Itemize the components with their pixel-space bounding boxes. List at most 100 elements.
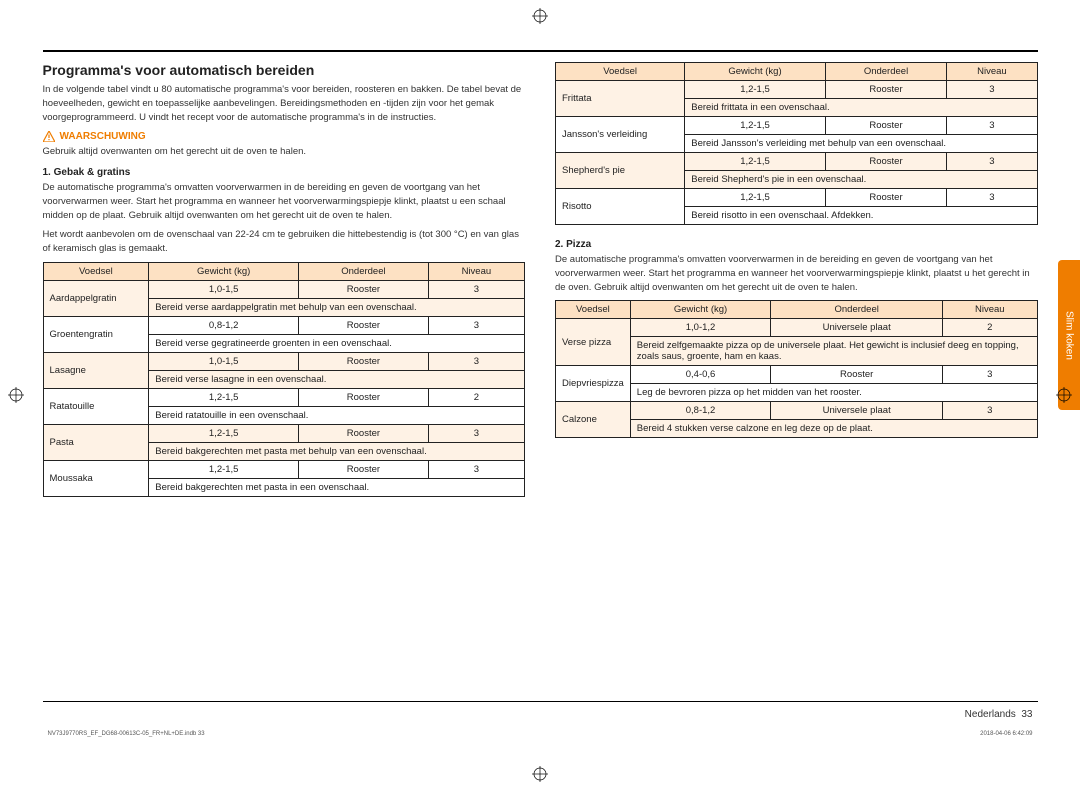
footer-page: 33	[1021, 709, 1032, 720]
manual-page: Programma's voor automatisch bereiden In…	[43, 50, 1038, 740]
part-cell: Rooster	[299, 316, 429, 334]
level-cell: 3	[947, 153, 1037, 171]
weight-cell: 1,2-1,5	[149, 388, 299, 406]
food-name: Moussaka	[43, 460, 149, 496]
table-row: Aardappelgratin1,0-1,5Rooster3	[43, 280, 525, 298]
footer-lang: Nederlands	[965, 709, 1016, 720]
desc-cell: Bereid risotto in een ovenschaal. Afdekk…	[685, 207, 1037, 225]
food-name: Aardappelgratin	[43, 280, 149, 316]
table-row: Groentengratin0,8-1,2Rooster3	[43, 316, 525, 334]
table-row: Verse pizza1,0-1,2Universele plaat2	[556, 319, 1038, 337]
col-header: Niveau	[947, 63, 1037, 81]
weight-cell: 1,2-1,5	[685, 81, 826, 99]
food-name: Risotto	[556, 189, 685, 225]
desc-cell: Bereid bakgerechten met pasta in een ove…	[149, 478, 525, 496]
table-row: Risotto1,2-1,5Rooster3	[556, 189, 1038, 207]
level-cell: 3	[428, 460, 524, 478]
print-file: NV73J9770RS_EF_DG68-00613C-05_FR+NL+DE.i…	[48, 731, 205, 737]
warning-text: Gebruik altijd ovenwanten om het gerecht…	[43, 145, 526, 159]
part-cell: Rooster	[299, 424, 429, 442]
weight-cell: 1,2-1,5	[685, 189, 826, 207]
section1-p2: Het wordt aanbevolen om de ovenschaal va…	[43, 228, 526, 256]
desc-cell: Leg de bevroren pizza op het midden van …	[630, 384, 1037, 402]
crop-mark-icon	[532, 766, 548, 782]
part-cell: Rooster	[825, 117, 947, 135]
level-cell: 3	[943, 402, 1037, 420]
table-row: Moussaka1,2-1,5Rooster3	[43, 460, 525, 478]
food-name: Shepherd's pie	[556, 153, 685, 189]
food-name: Verse pizza	[556, 319, 631, 366]
part-cell: Rooster	[299, 388, 429, 406]
food-name: Groentengratin	[43, 316, 149, 352]
table-header-row: Voedsel Gewicht (kg) Onderdeel Niveau	[43, 262, 525, 280]
food-name: Lasagne	[43, 352, 149, 388]
crop-mark-icon	[1056, 387, 1072, 403]
level-cell: 3	[947, 117, 1037, 135]
level-cell: 3	[947, 81, 1037, 99]
print-time: 2018-04-06 6:42:09	[980, 731, 1032, 737]
food-name: Pasta	[43, 424, 149, 460]
crop-mark-icon	[8, 387, 24, 403]
col-header: Voedsel	[556, 301, 631, 319]
part-cell: Rooster	[299, 460, 429, 478]
level-cell: 3	[947, 189, 1037, 207]
col-header: Gewicht (kg)	[630, 301, 770, 319]
col-header: Onderdeel	[771, 301, 943, 319]
table-row: Frittata1,2-1,5Rooster3	[556, 81, 1038, 99]
table-header-row: Voedsel Gewicht (kg) Onderdeel Niveau	[556, 301, 1038, 319]
table-gebak-cont: Voedsel Gewicht (kg) Onderdeel Niveau Fr…	[555, 62, 1038, 225]
desc-cell: Bereid frittata in een ovenschaal.	[685, 99, 1037, 117]
warning-icon	[43, 131, 55, 142]
food-name: Jansson's verleiding	[556, 117, 685, 153]
desc-cell: Bereid Shepherd's pie in een ovenschaal.	[685, 171, 1037, 189]
right-column: Voedsel Gewicht (kg) Onderdeel Niveau Fr…	[555, 62, 1038, 497]
weight-cell: 1,2-1,5	[685, 117, 826, 135]
level-cell: 3	[943, 366, 1037, 384]
desc-cell: Bereid bakgerechten met pasta met behulp…	[149, 442, 525, 460]
col-header: Voedsel	[556, 63, 685, 81]
warning-heading: WAARSCHUWING	[43, 131, 526, 142]
weight-cell: 1,2-1,5	[149, 460, 299, 478]
food-name: Calzone	[556, 402, 631, 438]
desc-cell: Bereid verse gegratineerde groenten in e…	[149, 334, 525, 352]
level-cell: 3	[428, 352, 524, 370]
food-name: Ratatouille	[43, 388, 149, 424]
table-row: Diepvriespizza0,4-0,6Rooster3	[556, 366, 1038, 384]
col-header: Onderdeel	[825, 63, 947, 81]
col-header: Gewicht (kg)	[685, 63, 826, 81]
level-cell: 2	[943, 319, 1037, 337]
desc-cell: Bereid ratatouille in een ovenschaal.	[149, 406, 525, 424]
level-cell: 2	[428, 388, 524, 406]
level-cell: 3	[428, 280, 524, 298]
part-cell: Rooster	[771, 366, 943, 384]
level-cell: 3	[428, 424, 524, 442]
table-row: Lasagne1,0-1,5Rooster3	[43, 352, 525, 370]
left-column: Programma's voor automatisch bereiden In…	[43, 62, 526, 497]
section2-p1: De automatische programma's omvatten voo…	[555, 253, 1038, 294]
col-header: Niveau	[428, 262, 524, 280]
desc-cell: Bereid Jansson's verleiding met behulp v…	[685, 135, 1037, 153]
top-rule	[43, 50, 1038, 52]
bottom-rule	[43, 701, 1038, 702]
desc-cell: Bereid verse aardappelgratin met behulp …	[149, 298, 525, 316]
weight-cell: 0,8-1,2	[149, 316, 299, 334]
intro-text: In de volgende tabel vindt u 80 automati…	[43, 83, 526, 124]
col-header: Gewicht (kg)	[149, 262, 299, 280]
section1-p1: De automatische programma's omvatten voo…	[43, 181, 526, 222]
col-header: Voedsel	[43, 262, 149, 280]
level-cell: 3	[428, 316, 524, 334]
table-header-row: Voedsel Gewicht (kg) Onderdeel Niveau	[556, 63, 1038, 81]
table-pizza: Voedsel Gewicht (kg) Onderdeel Niveau Ve…	[555, 300, 1038, 438]
warning-label: WAARSCHUWING	[60, 131, 146, 142]
part-cell: Rooster	[825, 81, 947, 99]
part-cell: Rooster	[825, 153, 947, 171]
food-name: Frittata	[556, 81, 685, 117]
part-cell: Rooster	[299, 280, 429, 298]
table-row: Jansson's verleiding1,2-1,5Rooster3	[556, 117, 1038, 135]
section2-title: 2. Pizza	[555, 239, 1038, 250]
content-columns: Programma's voor automatisch bereiden In…	[43, 62, 1038, 497]
weight-cell: 1,2-1,5	[685, 153, 826, 171]
table-gebak: Voedsel Gewicht (kg) Onderdeel Niveau Aa…	[43, 262, 526, 497]
weight-cell: 1,0-1,2	[630, 319, 770, 337]
section1-title: 1. Gebak & gratins	[43, 167, 526, 178]
